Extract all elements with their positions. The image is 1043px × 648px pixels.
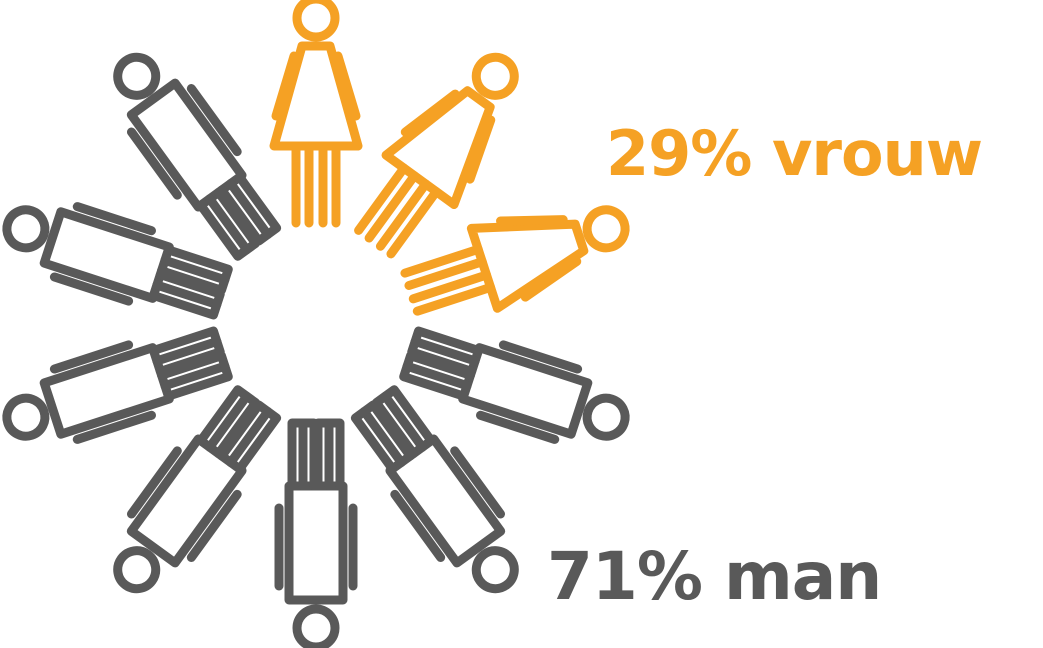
woman-icon — [400, 205, 630, 316]
man-icon — [2, 202, 233, 320]
man-icon — [350, 385, 519, 594]
women-percentage-label: 29% vrouw — [606, 117, 983, 190]
men-percentage-label: 71% man — [547, 538, 882, 615]
man-icon — [2, 326, 233, 444]
man-icon — [399, 326, 630, 444]
man-icon — [113, 385, 282, 594]
man-icon — [274, 418, 358, 648]
woman-icon — [354, 52, 519, 259]
woman-icon — [269, 0, 363, 228]
man-icon — [113, 52, 282, 261]
